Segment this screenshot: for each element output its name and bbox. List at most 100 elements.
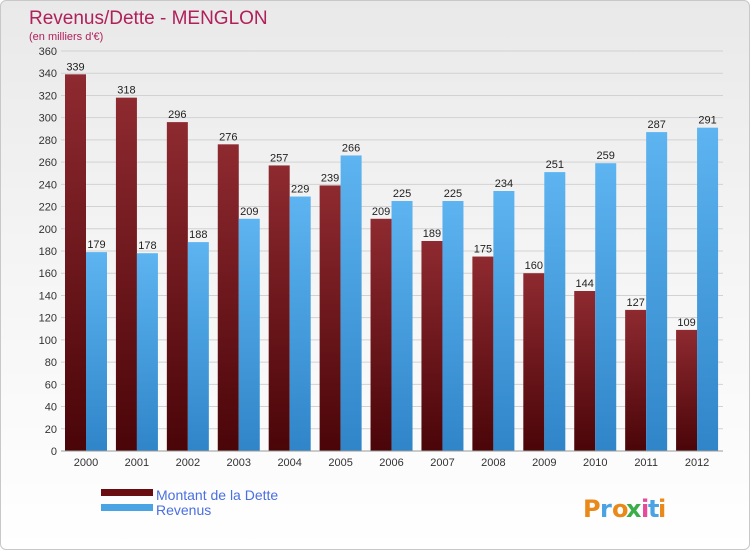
bar-debt bbox=[421, 241, 443, 451]
value-label: 266 bbox=[342, 142, 360, 154]
bar-revenue bbox=[697, 127, 719, 452]
y-tick-label: 360 bbox=[39, 46, 57, 58]
y-axis-ticks: 0 20 40 60 80 100 120 140 160 180 200 220 240 260 280 3… bbox=[39, 46, 57, 458]
x-tick-label: 2008 bbox=[481, 457, 505, 469]
y-tick-label: 180 bbox=[39, 246, 57, 258]
x-tick-label: 2010 bbox=[583, 457, 607, 469]
y-tick-label: 200 bbox=[39, 224, 57, 236]
x-tick-label: 2012 bbox=[685, 457, 709, 469]
bar-revenue bbox=[646, 132, 668, 451]
x-tick-label: 2004 bbox=[277, 457, 301, 469]
y-tick-label: 320 bbox=[39, 90, 57, 102]
bar-revenue bbox=[238, 218, 260, 451]
x-tick-label: 2003 bbox=[227, 457, 251, 469]
bar-debt bbox=[319, 185, 341, 451]
y-tick-label: 60 bbox=[45, 379, 57, 391]
legend-swatch-debt bbox=[101, 489, 153, 496]
y-tick-label: 340 bbox=[39, 68, 57, 80]
y-tick-label: 160 bbox=[39, 268, 57, 280]
logo-letter: o bbox=[612, 495, 629, 523]
bar-debt bbox=[523, 273, 545, 451]
legend-label-revenue: Revenus bbox=[156, 502, 211, 518]
bar-revenue bbox=[493, 191, 515, 451]
value-label: 234 bbox=[495, 178, 513, 190]
value-label: 239 bbox=[321, 172, 339, 184]
y-tick-label: 300 bbox=[39, 113, 57, 125]
value-label: 229 bbox=[291, 184, 309, 196]
y-tick-label: 140 bbox=[39, 290, 57, 302]
bar-debt bbox=[166, 122, 188, 451]
bar-debt bbox=[115, 97, 137, 452]
x-axis-ticks: 2000 2001 2002 2003 2004 2005 2006 2007 2008 2009… bbox=[74, 457, 710, 469]
bar-debt bbox=[676, 329, 698, 451]
logo-letter: t bbox=[648, 495, 659, 523]
value-labels: 3391793181782961882762092572292392662092… bbox=[66, 61, 716, 329]
value-label: 188 bbox=[189, 229, 207, 241]
logo-letter: r bbox=[600, 495, 612, 523]
chart-subtitle: (en milliers d'€) bbox=[29, 31, 103, 43]
logo-letter: i bbox=[658, 495, 666, 523]
bar-revenue bbox=[595, 163, 617, 451]
value-label: 225 bbox=[393, 188, 411, 200]
value-label: 257 bbox=[270, 152, 288, 164]
value-label: 178 bbox=[138, 240, 156, 252]
x-tick-label: 2001 bbox=[125, 457, 149, 469]
logo-letter: P bbox=[583, 495, 601, 523]
y-tick-label: 280 bbox=[39, 135, 57, 147]
bar-revenue bbox=[187, 242, 209, 451]
x-tick-label: 2006 bbox=[379, 457, 403, 469]
bar-revenue bbox=[86, 252, 107, 451]
value-label: 144 bbox=[576, 278, 594, 290]
bar-debt bbox=[268, 165, 290, 451]
y-tick-label: 80 bbox=[45, 357, 57, 369]
value-label: 318 bbox=[117, 85, 135, 97]
bar-debt bbox=[217, 144, 239, 452]
value-label: 276 bbox=[219, 131, 237, 143]
x-tick-label: 2009 bbox=[532, 457, 556, 469]
legend: Montant de la Dette Revenus bbox=[101, 487, 278, 518]
bar-revenue bbox=[340, 155, 362, 451]
x-tick-label: 2002 bbox=[176, 457, 200, 469]
x-tick-label: 2007 bbox=[430, 457, 454, 469]
x-tick-label: 2000 bbox=[74, 457, 98, 469]
logo-letter: x bbox=[626, 495, 642, 523]
value-label: 179 bbox=[87, 239, 105, 251]
value-label: 251 bbox=[546, 159, 564, 171]
legend-label-debt: Montant de la Dette bbox=[156, 487, 278, 503]
value-label: 209 bbox=[372, 206, 390, 218]
y-tick-label: 40 bbox=[45, 402, 57, 414]
chart-title: Revenus/Dette - MENGLON bbox=[29, 8, 268, 29]
y-tick-label: 260 bbox=[39, 157, 57, 169]
bar-revenue bbox=[442, 201, 464, 451]
value-label: 339 bbox=[66, 61, 84, 73]
value-label: 259 bbox=[597, 150, 615, 162]
bar-revenue bbox=[391, 201, 413, 451]
bar-revenue bbox=[544, 172, 566, 451]
y-tick-label: 100 bbox=[39, 335, 57, 347]
y-tick-label: 0 bbox=[51, 446, 57, 458]
bar-debt bbox=[65, 74, 86, 451]
bar-debt bbox=[625, 309, 647, 451]
value-label: 175 bbox=[474, 244, 492, 256]
logo-letter: i bbox=[641, 495, 649, 523]
x-tick-label: 2005 bbox=[328, 457, 352, 469]
legend-swatch-revenue bbox=[101, 504, 153, 511]
value-label: 127 bbox=[626, 297, 644, 309]
value-label: 109 bbox=[677, 317, 695, 329]
y-tick-label: 20 bbox=[45, 424, 57, 436]
value-label: 296 bbox=[168, 109, 186, 121]
value-label: 291 bbox=[698, 115, 716, 127]
value-label: 160 bbox=[525, 260, 543, 272]
bar-revenue bbox=[289, 196, 311, 451]
value-label: 209 bbox=[240, 206, 258, 218]
bar-debt bbox=[370, 218, 392, 451]
value-label: 287 bbox=[647, 119, 665, 131]
value-label: 189 bbox=[423, 228, 441, 240]
y-tick-label: 120 bbox=[39, 313, 57, 325]
x-tick-label: 2011 bbox=[634, 457, 658, 469]
value-label: 225 bbox=[444, 188, 462, 200]
bar-debt bbox=[472, 256, 494, 451]
bar-revenue bbox=[136, 253, 158, 451]
